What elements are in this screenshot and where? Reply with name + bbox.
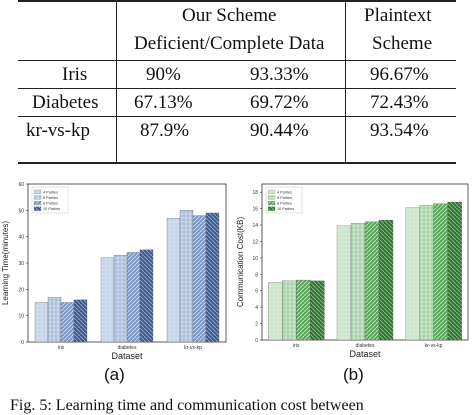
row-plaintext: 96.67% <box>370 64 429 85</box>
y-axis-label: Communication Cost(KB) <box>236 217 245 308</box>
bar <box>336 225 352 341</box>
row-deficient: 87.9% <box>140 120 190 141</box>
legend-label: 4 Parties <box>43 190 58 194</box>
bar <box>447 201 462 341</box>
y-tick-label: 30 <box>18 261 24 267</box>
y-tick-label: 50 <box>18 208 24 214</box>
y-tick-label: 10 <box>252 256 258 262</box>
row-complete: 69.72% <box>250 92 309 113</box>
table-top-rule <box>18 0 456 2</box>
y-tick-label: 12 <box>252 239 258 245</box>
x-tick-label: diabetes <box>118 345 137 351</box>
bar <box>419 205 434 341</box>
table-column-divider <box>116 0 117 163</box>
bar <box>350 223 366 341</box>
table-bottom-rule <box>18 162 456 164</box>
x-tick-label: iris <box>293 343 300 349</box>
bar <box>378 219 394 341</box>
bar <box>179 210 194 343</box>
x-tick-label: iris <box>58 345 65 351</box>
bar <box>296 279 311 341</box>
caption-a: (a) <box>104 365 125 384</box>
header-scheme: Scheme <box>372 33 433 54</box>
y-tick-label: 10 <box>18 314 24 320</box>
bar <box>310 280 325 341</box>
y-tick-label: 4 <box>255 305 258 311</box>
bar <box>126 252 141 343</box>
legend-label: 10 Parties <box>277 207 294 211</box>
header-deficient-complete: Deficient/Complete Data <box>134 33 325 54</box>
y-tick-label: 8 <box>255 272 258 278</box>
bar <box>34 302 49 343</box>
x-tick-label: kr-vs-kp <box>184 345 202 351</box>
y-tick-label: 0 <box>21 340 24 346</box>
bar <box>364 221 380 341</box>
y-axis-label: Learning Time(minutes) <box>1 221 10 305</box>
row-deficient: 67.13% <box>134 92 193 113</box>
y-tick-label: 0 <box>255 338 258 344</box>
bar <box>405 207 420 341</box>
y-tick-label: 2 <box>255 322 258 328</box>
bar <box>73 299 88 343</box>
header-our-scheme: Our Scheme <box>182 5 277 26</box>
bar <box>166 218 181 343</box>
bar <box>139 249 154 343</box>
legend-label: 6 Parties <box>277 196 292 200</box>
bar <box>47 297 62 343</box>
x-tick-label: diabetes <box>356 343 375 349</box>
legend-swatch <box>267 206 276 211</box>
y-tick-label: 60 <box>18 182 24 188</box>
row-name: Iris <box>62 64 88 85</box>
bar <box>100 257 115 343</box>
legend-label: 8 Parties <box>277 202 292 206</box>
y-tick-label: 16 <box>252 207 258 213</box>
bar <box>433 203 448 341</box>
legend-swatch <box>267 201 276 206</box>
bar <box>282 280 297 341</box>
y-tick-label: 40 <box>18 235 24 241</box>
bar <box>60 302 75 343</box>
legend-swatch <box>33 201 42 206</box>
legend-label: 4 Parties <box>277 190 292 194</box>
header-plaintext: Plaintext <box>364 5 432 26</box>
legend-swatch <box>267 195 276 200</box>
bar <box>192 215 207 343</box>
legend-swatch <box>33 206 42 211</box>
row-complete: 93.33% <box>250 64 309 85</box>
row-plaintext: 72.43% <box>370 92 429 113</box>
x-axis-label: Dataset <box>349 349 381 359</box>
figure-caption: Fig. 5: Learning time and communication … <box>10 397 364 414</box>
y-tick-label: 18 <box>252 190 258 196</box>
row-deficient: 90% <box>146 64 181 85</box>
table-header-rule <box>18 60 456 61</box>
communication-cost-chart: 0 2 4 6 8 10 12 14 16 18 iris diabetes kr-vs-kp Datas… <box>236 183 469 359</box>
bar <box>113 254 128 343</box>
y-tick-label: 14 <box>252 223 258 229</box>
table-row-rule <box>18 116 456 117</box>
legend-label: 6 Parties <box>43 196 58 200</box>
row-name: Diabetes <box>32 92 99 113</box>
row-plaintext: 93.54% <box>370 120 429 141</box>
x-axis-label: Dataset <box>111 351 143 361</box>
x-tick-label: kr-vs-kp <box>425 343 443 349</box>
y-tick-label: 6 <box>255 289 258 295</box>
legend-swatch <box>33 195 42 200</box>
table-row-rule <box>18 88 456 89</box>
table-column-divider <box>345 0 346 163</box>
legend-label: 10 Parties <box>43 207 60 211</box>
bar <box>205 212 220 343</box>
legend-swatch <box>267 189 276 194</box>
row-complete: 90.44% <box>250 120 309 141</box>
bar <box>268 282 283 341</box>
caption-b: (b) <box>343 365 364 384</box>
learning-time-chart: 0 10 20 30 40 50 60 iris diabetes kr-vs-kp Dataset… <box>1 182 227 361</box>
y-tick-label: 20 <box>18 287 24 293</box>
row-name: kr-vs-kp <box>26 120 90 141</box>
legend-label: 8 Parties <box>43 202 58 206</box>
legend-swatch <box>33 189 42 194</box>
